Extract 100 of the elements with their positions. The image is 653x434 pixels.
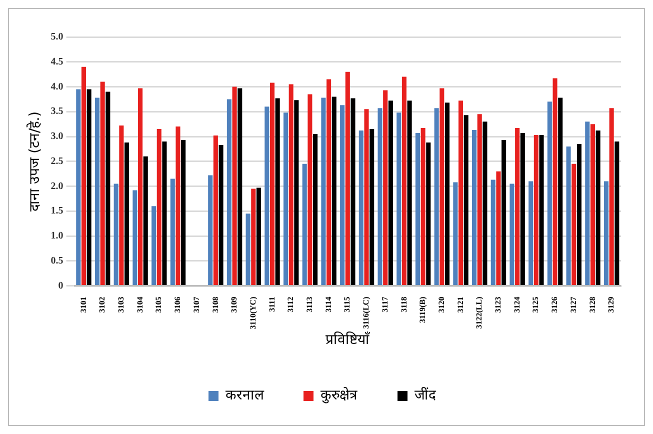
bar (232, 86, 237, 286)
x-tick-label: 3115 (342, 296, 352, 312)
bar (208, 175, 213, 286)
bar (283, 112, 288, 286)
x-tick-label: 3103 (116, 296, 126, 313)
bar (218, 144, 224, 286)
x-tick-label: 3107 (192, 296, 201, 313)
bar (238, 88, 242, 286)
bar (345, 72, 350, 286)
bar (181, 140, 186, 286)
bar (119, 126, 124, 286)
bar (490, 180, 496, 286)
bar (256, 188, 262, 286)
y-tick-label: 0 (58, 280, 64, 292)
bar (176, 126, 180, 286)
bar (402, 76, 406, 286)
y-tick-label: 4.5 (50, 56, 64, 68)
bar (288, 84, 294, 286)
x-tick-label: 3113 (305, 296, 314, 312)
x-tick-label: 3129 (606, 296, 616, 313)
bar (515, 128, 520, 286)
bar (226, 99, 232, 286)
bar (528, 181, 534, 286)
bar (86, 89, 92, 286)
x-tick-label: 3110(YC) (248, 296, 258, 330)
bar (415, 133, 420, 286)
bar (308, 94, 312, 286)
y-tick-label: 3.0 (50, 131, 64, 142)
bar (434, 108, 439, 286)
bar (264, 106, 270, 286)
bar (596, 130, 600, 286)
bar (539, 135, 544, 286)
x-tick-label: 3119(B) (418, 296, 428, 323)
bar (302, 164, 307, 286)
bar (464, 115, 468, 286)
y-tick-label: 5.0 (50, 32, 64, 43)
x-tick-label: 3101 (78, 296, 88, 313)
y-tick-label: 4.0 (50, 81, 64, 92)
bar (407, 100, 412, 286)
bar (482, 122, 488, 286)
x-tick-label: 3111 (267, 296, 276, 312)
bar (576, 144, 582, 286)
legend-label: करनाल (226, 388, 264, 404)
bar (124, 142, 130, 286)
bar (458, 100, 464, 286)
bar (106, 92, 110, 286)
bar (396, 112, 402, 286)
bar (604, 181, 609, 286)
bar (614, 141, 620, 286)
x-tick-label: 3104 (135, 296, 144, 313)
bar (477, 114, 482, 286)
bar (294, 100, 299, 286)
bar (326, 79, 332, 286)
x-tick-label: 3128 (588, 296, 597, 313)
bar (170, 178, 175, 286)
x-tick-label: 3114 (324, 296, 333, 312)
bar (332, 96, 336, 286)
bar (94, 98, 100, 286)
bar (440, 88, 444, 286)
bar (566, 146, 571, 286)
y-axis-title: दाना उपज (टन/हे.) (26, 111, 44, 212)
y-tick-label: 3.5 (50, 106, 64, 118)
bar (81, 66, 86, 286)
x-tick-label: 3121 (456, 296, 465, 313)
y-tick-label: 1.0 (50, 230, 64, 242)
bar (246, 214, 250, 286)
bar (321, 98, 326, 286)
bar (472, 130, 477, 286)
bar (609, 108, 614, 286)
bar (213, 136, 218, 286)
bar (378, 108, 382, 286)
bar (270, 82, 275, 286)
bar (585, 122, 590, 286)
bar (340, 105, 345, 286)
x-tick-label: 3105 (154, 296, 164, 313)
bar (313, 134, 318, 286)
bar (152, 206, 156, 286)
x-tick-label: 3102 (98, 296, 107, 313)
bar (496, 171, 501, 286)
bar (388, 100, 393, 286)
bar (275, 98, 280, 286)
bar (143, 156, 148, 286)
y-tick-label: 0.5 (50, 255, 64, 266)
x-tick-label: 3127 (568, 296, 578, 313)
bar (502, 140, 506, 286)
x-axis-title: प्रविष्टियाँ (326, 331, 371, 348)
bar (534, 135, 538, 286)
x-tick-label: 3109 (230, 296, 239, 313)
legend-label: जींद (414, 386, 436, 404)
bar (76, 89, 81, 286)
bar (590, 124, 595, 286)
x-tick-label: 3125 (531, 296, 540, 313)
x-tick-label: 3120 (436, 296, 446, 313)
bar (100, 82, 105, 286)
bar (444, 102, 450, 286)
bar (114, 184, 118, 286)
bar (358, 130, 364, 286)
y-tick-label: 2.5 (50, 156, 64, 167)
x-tick-label: 3123 (494, 296, 503, 313)
bar (420, 128, 426, 286)
